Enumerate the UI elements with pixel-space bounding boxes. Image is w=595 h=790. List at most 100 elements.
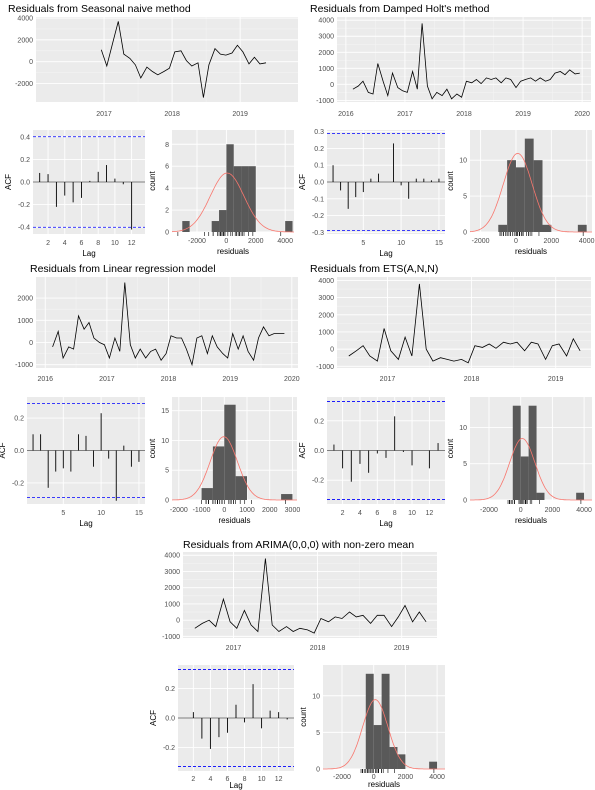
x-tick-label: 0 xyxy=(372,774,376,781)
y-tick-label: -1000 xyxy=(15,362,33,369)
y-tick-label: -0.2 xyxy=(312,213,324,220)
y-tick-label: 0 xyxy=(176,618,180,625)
y-tick-label: 0.4 xyxy=(20,134,30,141)
y-tick-label: 0.2 xyxy=(20,157,30,164)
x-tick-label: 10 xyxy=(408,510,416,517)
y-tick-label: 4000 xyxy=(318,278,334,285)
histogram-bar xyxy=(520,456,529,500)
y-tick-label: -0.2 xyxy=(312,478,324,485)
acf-y-axis-label: ACF xyxy=(0,442,7,458)
histogram-bar xyxy=(219,210,227,232)
y-tick-label: 0.0 xyxy=(314,448,324,455)
acf-y-axis-label: ACF xyxy=(298,174,307,190)
x-tick-label: 4 xyxy=(63,240,67,247)
y-tick-label: 0 xyxy=(463,230,467,237)
y-tick-label: 6 xyxy=(165,164,169,171)
histogram-x-axis-label: residuals xyxy=(217,247,249,256)
histogram-x-axis-label: residuals xyxy=(368,780,400,789)
y-tick-label: -2000 xyxy=(15,81,33,88)
normal-density-curve xyxy=(171,436,297,501)
x-tick-label: -2000 xyxy=(472,238,490,245)
normal-density-curve xyxy=(469,152,592,233)
x-tick-label: 0 xyxy=(222,507,226,514)
x-tick-label: 2019 xyxy=(222,376,238,383)
x-tick-label: -2000 xyxy=(170,507,188,514)
y-tick-label: 0 xyxy=(463,498,467,505)
y-tick-label: -0.2 xyxy=(163,745,175,752)
acf-y-axis-label: ACF xyxy=(149,710,158,726)
x-tick-label: 2017 xyxy=(226,645,242,652)
x-tick-label: 2019 xyxy=(232,111,248,118)
y-tick-label: 2000 xyxy=(17,37,33,44)
residual-line-panel-3 xyxy=(337,277,591,368)
y-tick-label: 0 xyxy=(29,340,33,347)
y-tick-label: 1000 xyxy=(17,318,33,325)
normal-density-curve xyxy=(470,438,592,501)
x-tick-label: 4000 xyxy=(277,238,293,245)
x-tick-label: 2020 xyxy=(574,111,590,118)
histogram-x-axis-label: residuals xyxy=(515,516,547,525)
x-tick-label: 2017 xyxy=(397,111,413,118)
histogram-bar xyxy=(498,224,508,232)
x-tick-label: 15 xyxy=(135,510,143,517)
x-tick-label: 2020 xyxy=(284,376,300,383)
x-tick-label: 10 xyxy=(111,240,119,247)
x-tick-label: -2000 xyxy=(480,507,498,514)
y-tick-label: 0 xyxy=(29,59,33,66)
x-tick-label: 2000 xyxy=(545,507,561,514)
y-tick-label: 0 xyxy=(330,347,334,354)
normal-density-curve xyxy=(171,172,294,233)
y-tick-label: -1000 xyxy=(162,634,180,641)
histogram-bar xyxy=(211,221,220,232)
histogram-bar xyxy=(512,405,521,500)
x-tick-label: 2018 xyxy=(310,645,326,652)
acf-x-axis-label: Lag xyxy=(79,519,92,528)
y-tick-label: -0.4 xyxy=(18,225,30,232)
y-tick-label: 2000 xyxy=(318,50,334,57)
residual-line-panel-0 xyxy=(36,17,298,102)
x-tick-label: 2017 xyxy=(380,376,396,383)
y-tick-label: 10 xyxy=(161,438,169,445)
y-tick-label: 0.0 xyxy=(165,716,175,723)
panel-title: Residuals from ETS(A,N,N) xyxy=(310,263,438,275)
x-tick-label: 4 xyxy=(208,776,212,783)
y-tick-label: 0.2 xyxy=(165,686,175,693)
normal-density-curve xyxy=(323,699,445,770)
y-tick-label: 0 xyxy=(165,498,169,505)
histogram-bar xyxy=(182,221,190,232)
x-tick-label: 8 xyxy=(393,510,397,517)
x-tick-label: 12 xyxy=(128,240,136,247)
y-tick-label: 10 xyxy=(459,425,467,432)
y-tick-label: -0.3 xyxy=(312,230,324,237)
y-tick-label: 4000 xyxy=(17,16,33,23)
y-tick-label: 4 xyxy=(165,186,169,193)
y-tick-label: -0.2 xyxy=(18,202,30,209)
histogram-bar xyxy=(507,160,516,232)
y-tick-label: 3000 xyxy=(164,569,180,576)
residual-series-line xyxy=(352,23,580,100)
acf-x-axis-label: Lag xyxy=(229,781,242,790)
histogram-bar xyxy=(281,494,293,500)
y-tick-label: 0 xyxy=(316,767,320,774)
acf-x-axis-label: Lag xyxy=(379,519,392,528)
y-tick-label: 8 xyxy=(165,142,169,149)
x-tick-label: 10 xyxy=(258,776,266,783)
y-tick-label: 0.0 xyxy=(20,180,30,187)
residual-series-line xyxy=(100,21,267,98)
y-tick-label: 3000 xyxy=(318,34,334,41)
histogram-bar xyxy=(389,747,398,769)
residual-line-panel-4 xyxy=(183,552,437,638)
residual-series-line xyxy=(194,558,427,634)
histogram-bar xyxy=(397,754,406,769)
x-tick-label: 5 xyxy=(361,240,365,247)
y-tick-label: 15 xyxy=(161,408,169,415)
x-tick-label: 4000 xyxy=(429,774,445,781)
histogram-bar xyxy=(576,492,585,500)
x-tick-label: 6 xyxy=(375,510,379,517)
y-tick-label: 10 xyxy=(312,693,320,700)
histogram-bar xyxy=(577,224,587,232)
y-tick-label: 0.2 xyxy=(14,416,24,423)
x-tick-label: 2019 xyxy=(394,645,410,652)
histogram-bar xyxy=(241,166,249,232)
residual-line-panel-2 xyxy=(36,277,298,368)
